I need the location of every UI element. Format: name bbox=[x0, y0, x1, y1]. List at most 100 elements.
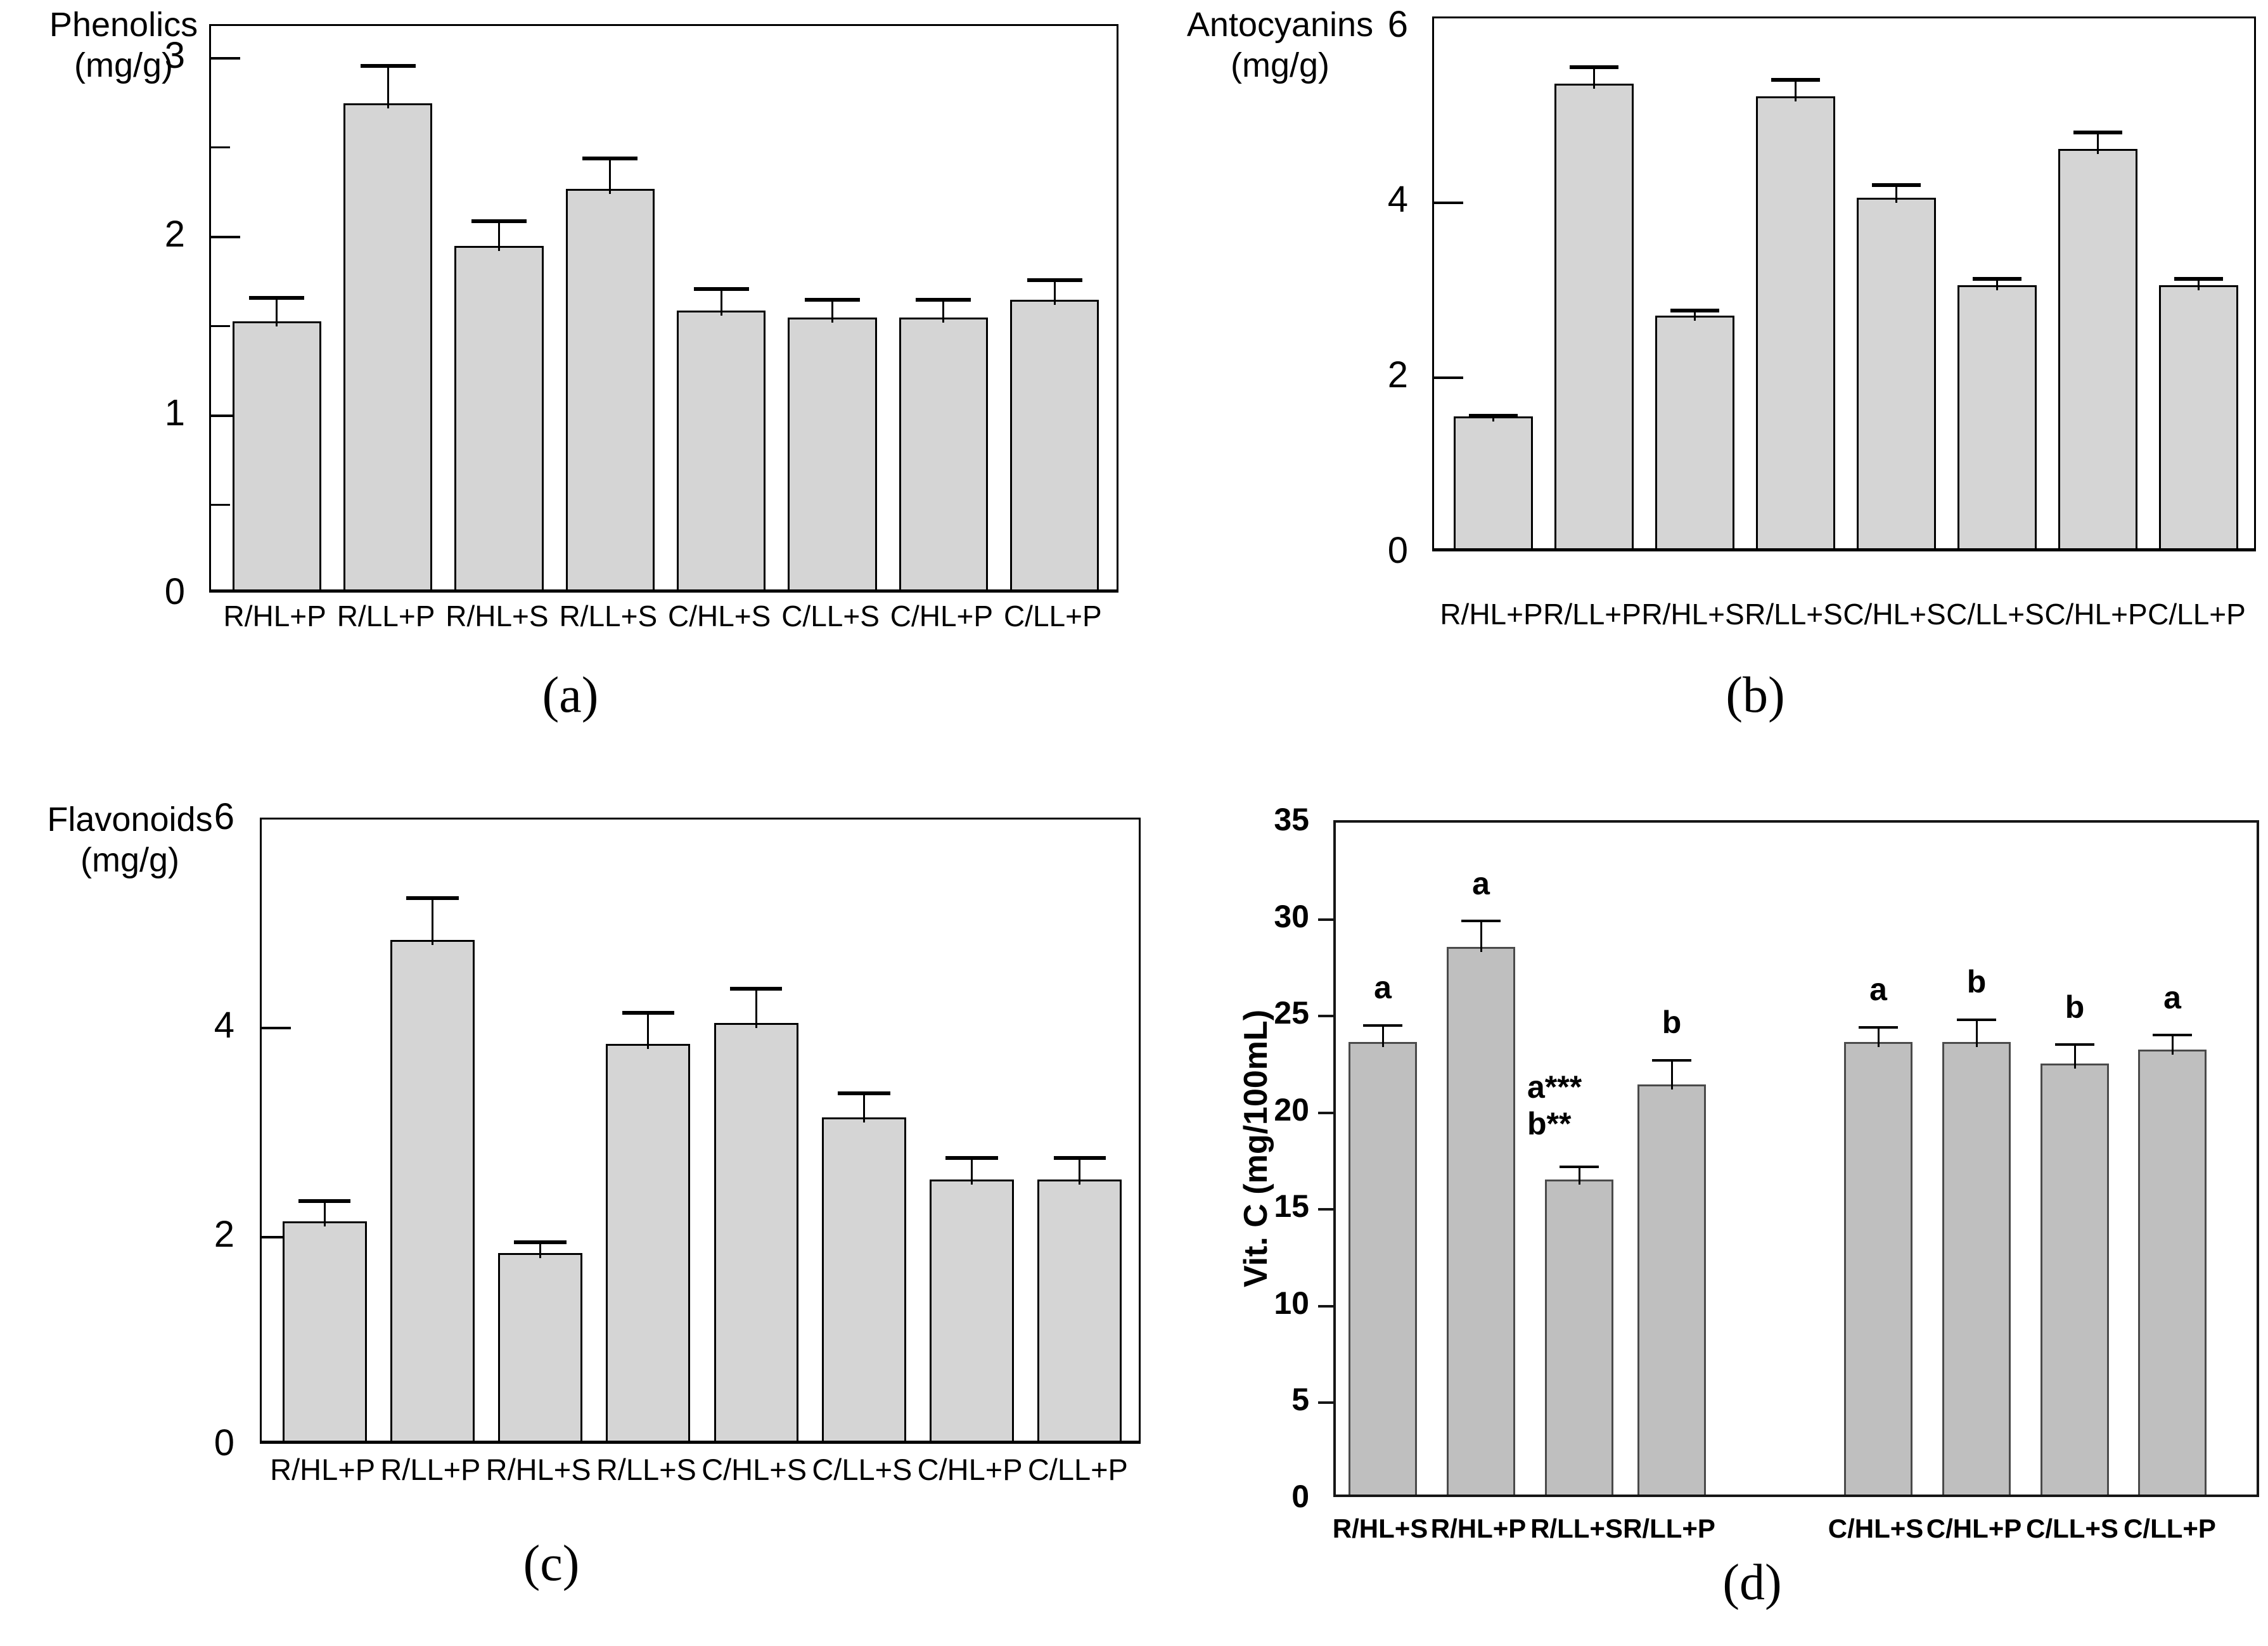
y-tick-label: 4 bbox=[1387, 179, 1408, 221]
bar bbox=[1349, 1041, 1417, 1495]
error-bar-whisker bbox=[1053, 280, 1056, 305]
bar bbox=[677, 310, 766, 589]
x-category-label: C/LL+P bbox=[2124, 1514, 2216, 1543]
y-axis-title-name: Flavonoids bbox=[47, 800, 213, 839]
bar bbox=[788, 318, 877, 589]
error-bar-cap bbox=[1027, 278, 1082, 283]
x-category-label: C/LL+P bbox=[1003, 600, 1102, 633]
x-category-label: R/LL+P bbox=[380, 1453, 481, 1486]
y-tick-label: 15 bbox=[1274, 1188, 1309, 1225]
bar bbox=[1857, 197, 1936, 548]
y-tick-label: 20 bbox=[1274, 1091, 1309, 1128]
panel-caption: (b) bbox=[1726, 667, 1785, 723]
y-minor-tick bbox=[211, 146, 230, 149]
error-bar-whisker bbox=[942, 299, 945, 323]
y-tick-label: 2 bbox=[214, 1213, 234, 1255]
x-category-label: R/HL+S bbox=[485, 1453, 591, 1486]
x-category-label: R/LL+P bbox=[1623, 1514, 1715, 1543]
y-tick bbox=[1318, 1304, 1336, 1308]
x-category-label: C/HL+P bbox=[1926, 1514, 2022, 1543]
y-tick bbox=[211, 56, 240, 60]
bar bbox=[714, 1023, 798, 1441]
y-tick bbox=[1318, 1208, 1336, 1211]
bar bbox=[1844, 1041, 1912, 1495]
error-bar-whisker bbox=[971, 1157, 973, 1185]
y-minor-tick bbox=[211, 325, 230, 328]
bar bbox=[1447, 947, 1515, 1495]
error-bar-cap bbox=[1771, 78, 1820, 82]
y-axis-title: Antocyanins (mg/g) bbox=[1172, 5, 1388, 86]
error-bar-cap bbox=[693, 287, 749, 292]
error-bar-whisker bbox=[497, 221, 500, 252]
error-bar-whisker bbox=[323, 1200, 326, 1227]
y-tick-label: 25 bbox=[1274, 995, 1309, 1031]
y-tick bbox=[262, 1235, 291, 1238]
error-bar-whisker bbox=[647, 1012, 650, 1050]
y-tick bbox=[1318, 1401, 1336, 1405]
significance-letter: b bbox=[1966, 964, 1987, 1000]
error-bar-cap bbox=[406, 896, 459, 900]
error-bar-whisker bbox=[1877, 1027, 1880, 1047]
bar bbox=[1756, 96, 1835, 548]
error-bar-whisker bbox=[1975, 1020, 1978, 1047]
x-category-label: C/LL+S bbox=[2026, 1514, 2118, 1543]
bar bbox=[2159, 285, 2238, 548]
bar bbox=[390, 939, 475, 1441]
error-bar-cap bbox=[1559, 1165, 1599, 1168]
y-tick-label: 3 bbox=[164, 34, 185, 76]
y-tick-label: 2 bbox=[1387, 354, 1408, 396]
error-bar-whisker bbox=[1480, 921, 1482, 953]
y-tick-label: 30 bbox=[1274, 898, 1309, 934]
error-bar-whisker bbox=[2073, 1045, 2076, 1069]
bar bbox=[282, 1221, 367, 1441]
bar bbox=[1554, 83, 1634, 548]
error-bar-cap bbox=[1362, 1024, 1403, 1027]
panel-d-vitc-chart: a a a*** b** b a b b a bbox=[1318, 820, 2259, 1497]
y-tick-label: 0 bbox=[214, 1422, 234, 1463]
x-category-label: C/LL+P bbox=[1027, 1453, 1128, 1486]
x-category-label: R/LL+S bbox=[596, 1453, 696, 1486]
error-bar-whisker bbox=[720, 288, 722, 316]
y-tick-label: 0 bbox=[1387, 529, 1408, 571]
y-tick bbox=[1318, 918, 1336, 921]
y-tick-label: 6 bbox=[214, 795, 234, 837]
error-bar-cap bbox=[838, 1091, 890, 1095]
error-bar-whisker bbox=[2198, 278, 2200, 290]
bar bbox=[1545, 1179, 1613, 1495]
y-tick bbox=[262, 1027, 291, 1030]
x-category-label: C/HL+S bbox=[1843, 598, 1946, 631]
y-axis-title: Flavonoids (mg/g) bbox=[10, 800, 250, 880]
error-bar-cap bbox=[2152, 1034, 2193, 1037]
x-category-label: R/LL+S bbox=[559, 600, 658, 633]
bar bbox=[1037, 1180, 1122, 1441]
x-category-label: C/HL+S bbox=[702, 1453, 807, 1486]
significance-letter: a bbox=[1374, 970, 1392, 1006]
error-bar-whisker bbox=[1578, 1167, 1580, 1185]
y-axis-title-units: (mg/g) bbox=[1230, 46, 1329, 84]
error-bar-cap bbox=[298, 1199, 351, 1203]
x-category-label: C/HL+P bbox=[2044, 598, 2148, 631]
bar bbox=[454, 246, 544, 589]
y-tick bbox=[211, 235, 240, 238]
panel-caption: (c) bbox=[523, 1536, 580, 1591]
error-bar-cap bbox=[471, 219, 527, 223]
error-bar-cap bbox=[1469, 414, 1518, 418]
significance-letter: a*** b** bbox=[1527, 1069, 1582, 1141]
error-bar-cap bbox=[1872, 183, 1921, 188]
y-tick-label: 35 bbox=[1274, 802, 1309, 837]
bar bbox=[1942, 1041, 2011, 1495]
error-bar-cap bbox=[2174, 277, 2223, 281]
x-category-label: C/LL+P bbox=[2148, 598, 2246, 631]
y-axis-title-units: (mg/g) bbox=[80, 840, 179, 879]
bar bbox=[606, 1044, 691, 1441]
error-bar-cap bbox=[582, 157, 638, 161]
y-axis-title: Vit. C (mg/100mL) bbox=[1238, 1009, 1274, 1288]
error-bar-whisker bbox=[1492, 415, 1494, 422]
error-bar-cap bbox=[2054, 1043, 2095, 1046]
error-bar-cap bbox=[249, 296, 305, 300]
bar bbox=[1957, 285, 2037, 548]
error-bar-whisker bbox=[387, 65, 389, 108]
x-category-label: C/HL+S bbox=[668, 600, 771, 633]
error-bar-cap bbox=[916, 298, 971, 302]
bar bbox=[2058, 149, 2137, 548]
